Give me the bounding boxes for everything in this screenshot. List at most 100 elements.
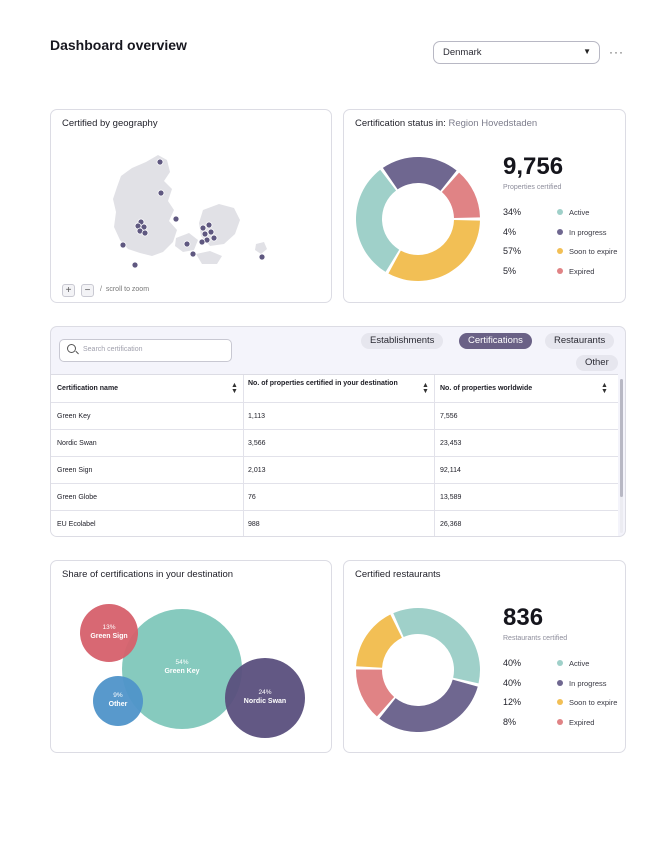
legend-in-progress-dot [557,680,563,686]
cell-destination: 1,113 [248,413,265,420]
table-row[interactable]: Green Sign 2,013 92,114 [51,457,618,484]
tab-establishments[interactable]: Establishments [361,333,444,349]
status-region: Region Hovedstaden [448,118,538,129]
certification-status-title: Certification status in: Region Hovedsta… [355,118,537,129]
bubble-label-nordic-swan: 24% Nordic Swan [235,688,295,706]
table-header: Certification name ▲ ▼ No. of properties … [51,375,618,403]
properties-certified-total: 9,756 [503,153,564,180]
certified-restaurants-card: Certified restaurants 836 Restaurants ce… [343,560,626,753]
map-pin [172,215,180,223]
cell-worldwide: 13,589 [440,494,462,501]
legend-in-progress-dot [557,229,563,235]
zoom-out-button[interactable]: − [81,284,94,297]
cell-destination: 988 [248,521,260,528]
geography-card: Certified by geography [50,109,332,303]
map-lolland [196,251,222,264]
status-donut-soon-to-expire-segment [388,219,480,281]
table-row[interactable]: Green Globe 76 13,589 [51,484,618,511]
map-jutland [113,155,177,256]
table-row[interactable]: Nordic Swan 3,566 23,453 [51,430,618,457]
map-pin [258,253,266,261]
bubble-pct: 24% [258,689,272,696]
legend-in-progress-label: In progress [569,228,607,237]
legend-expired-dot [557,719,563,725]
table-row[interactable]: EU Ecolabel 988 26,368 [51,511,618,536]
cell-name: Green Globe [57,494,98,501]
legend-soon-to-expire-pct: 57% [503,246,522,256]
cell-worldwide: 92,114 [440,467,461,474]
col-header-destination[interactable]: No. of properties certified in your dest… [248,380,398,387]
col-header-name[interactable]: Certification name [57,385,119,392]
tab-other[interactable]: Other [576,355,618,371]
page-title: Dashboard overview [50,37,187,53]
bubble-green-sign [80,604,138,662]
restaurants-donut-expired-segment [356,669,395,717]
restaurants-card-title: Certified restaurants [355,569,441,580]
legend-soon-to-expire-label: Soon to expire [569,247,618,256]
certifications-table: Certification name ▲ ▼ No. of properties … [51,374,618,536]
bubble-other [93,676,143,726]
zoom-hint-text: scroll to zoom [105,286,150,293]
search-input[interactable]: Search certification [59,339,232,362]
map-pin [131,261,139,269]
share-of-certifications-card: Share of certifications in your destinat… [50,560,332,753]
restaurants-donut-soon-to-expire-segment [356,614,402,668]
zoom-hint-separator: / [100,286,102,293]
legend-active-dot [557,660,563,666]
status-donut-in-progress-segment [382,157,457,191]
bubble-pct: 9% [113,692,123,699]
scrollbar-thumb[interactable] [620,379,623,497]
bubble-chart [80,604,305,738]
legend-expired-pct: 8% [503,717,517,727]
table-row[interactable]: Green Key 1,113 7,556 [51,403,618,430]
bubble-name: Other [108,701,128,708]
country-select[interactable]: Denmark ▼ [433,41,600,64]
zoom-hint: / scroll to zoom [100,286,149,293]
legend-expired-label: Expired [569,267,595,276]
bubble-pct: 54% [175,659,189,666]
legend-active-pct: 40% [503,658,522,668]
legend-in-progress-pct: 4% [503,227,517,237]
legend-expired-pct: 5% [503,266,517,276]
bubble-nordic-swan [225,658,305,738]
bubble-label-green-key: 54% Green Key [152,658,212,676]
sort-icon[interactable]: ▲ ▼ [422,382,429,395]
legend-in-progress-pct: 40% [503,678,522,688]
certifications-table-card: Search certification Establishments Cert… [50,326,626,537]
bubble-name: Green Sign [90,633,128,640]
properties-certified-label: Properties certified [503,184,562,191]
map-pin [199,224,207,232]
bubble-name: Green Key [164,668,200,675]
cell-worldwide: 7,556 [440,413,458,420]
certification-status-card: Certification status in: Region Hovedsta… [343,109,626,303]
tab-restaurants[interactable]: Restaurants [545,333,615,349]
legend-soon-to-expire-label: Soon to expire [569,698,618,707]
more-horizontal-icon[interactable]: ··· [609,45,624,59]
map-pin [205,221,213,229]
col-header-worldwide[interactable]: No. of properties worldwide [440,385,533,392]
bubble-label-green-sign: 13% Green Sign [79,623,139,641]
cell-worldwide: 26,368 [440,521,462,528]
share-card-title: Share of certifications in your destinat… [62,569,234,580]
legend-soon-to-expire-pct: 12% [503,697,522,707]
search-placeholder: Search certification [83,346,143,353]
column-divider [243,375,244,536]
map-pin [207,228,215,236]
legend-active-dot [557,209,563,215]
column-divider [434,375,435,536]
sort-icon[interactable]: ▲ ▼ [601,382,608,395]
restaurants-donut-active-segment [393,608,480,684]
map-pin [141,229,149,237]
map-pin [189,250,197,258]
denmark-map[interactable] [106,148,276,273]
restaurants-donut-chart [356,608,480,732]
map-pin [198,238,206,246]
geography-card-title: Certified by geography [62,118,158,129]
search-icon [67,344,76,353]
sort-icon[interactable]: ▲ ▼ [231,382,238,395]
legend-active-label: Active [569,208,590,217]
legend-soon-to-expire-dot [557,699,563,705]
zoom-in-button[interactable]: + [62,284,75,297]
tab-certifications[interactable]: Certifications [459,333,532,349]
bubble-name: Nordic Swan [243,698,287,705]
